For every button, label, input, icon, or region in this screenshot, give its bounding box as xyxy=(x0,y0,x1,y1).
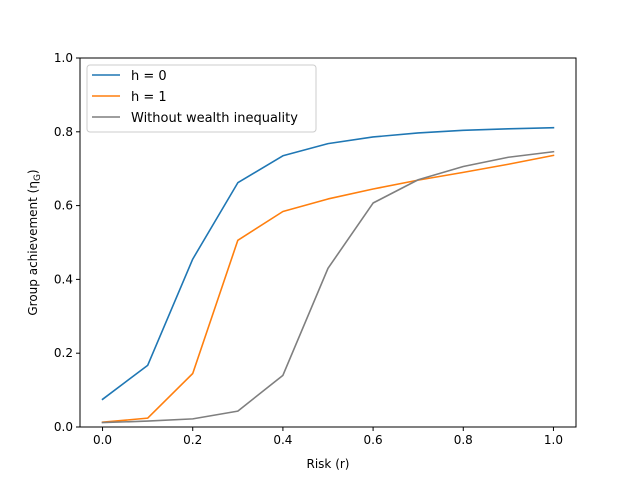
y-tick-label: 0.2 xyxy=(54,346,73,360)
legend-items: h = 0 h = 1 Without wealth inequality xyxy=(92,69,298,126)
y-axis-label-close: ) xyxy=(26,169,40,174)
legend-label-2: Without wealth inequality xyxy=(131,111,298,126)
plot-frame xyxy=(79,57,577,428)
series-line-0 xyxy=(101,126,555,401)
x-tick-label: 0.0 xyxy=(93,433,112,447)
x-tick-label: 1.0 xyxy=(544,433,563,447)
y-tick-label: 1.0 xyxy=(54,51,73,65)
y-tick-label: 0.6 xyxy=(54,199,73,213)
ticks-layer: 0.0 0.2 0.4 0.6 0.8 1.0 0.0 0.2 0.4 0.6 0.8 1.0 xyxy=(54,51,563,447)
y-tick-label: 0.0 xyxy=(54,420,73,434)
x-tick-label: 0.4 xyxy=(273,433,292,447)
series-line-2 xyxy=(101,150,555,424)
legend-label-1: h = 1 xyxy=(131,90,167,105)
y-axis-label-subscript: G xyxy=(33,174,43,181)
x-axis-label: Risk (r) xyxy=(307,457,350,471)
series-line-1 xyxy=(101,154,555,424)
y-axis-label: Group achievement (ηG) xyxy=(26,169,43,315)
y-tick-label: 0.4 xyxy=(54,272,73,286)
x-tick-label: 0.8 xyxy=(454,433,473,447)
series-layer xyxy=(101,126,555,424)
legend-label-0: h = 0 xyxy=(131,69,167,84)
x-tick-label: 0.6 xyxy=(364,433,383,447)
x-tick-label: 0.2 xyxy=(183,433,202,447)
y-axis-label-main: Group achievement (η xyxy=(26,181,40,316)
y-tick-label: 0.8 xyxy=(54,125,73,139)
legend: h = 0 h = 1 Without wealth inequality xyxy=(86,64,317,133)
legend-frame xyxy=(86,64,317,133)
